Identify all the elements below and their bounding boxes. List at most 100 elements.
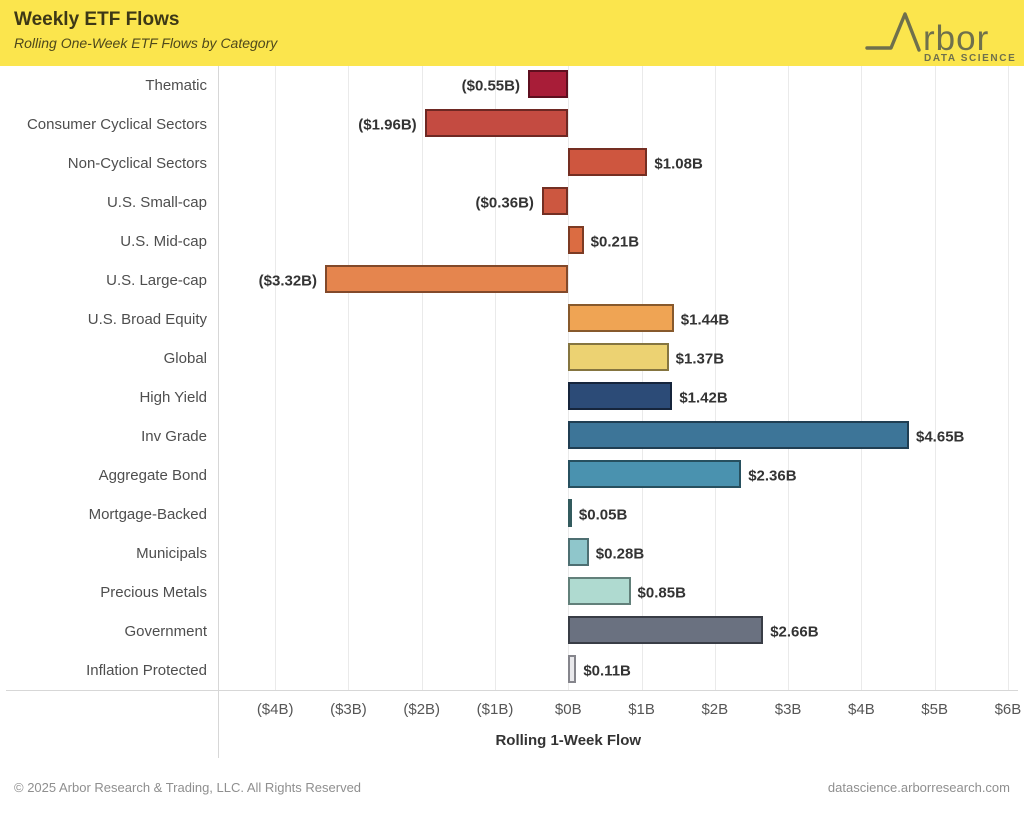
chart-row: Aggregate Bond $2.36B [0, 456, 1024, 495]
bar-value-label: $2.66B [770, 623, 819, 640]
bar [424, 109, 569, 137]
gridline [1007, 66, 1009, 690]
bar-value-label: $2.36B [748, 467, 797, 484]
gridline [348, 66, 350, 690]
bar-track: $1.44B [218, 300, 1016, 339]
bar [568, 538, 589, 566]
category-label: Inflation Protected [86, 662, 207, 679]
page-subtitle: Rolling One-Week ETF Flows by Category [14, 34, 278, 51]
bar [324, 265, 569, 293]
bar [568, 499, 573, 527]
chart-row: Precious Metals $0.85B [0, 573, 1024, 612]
gridline [494, 66, 496, 690]
bar [568, 460, 742, 488]
bar-track: ($3.32B) [218, 261, 1016, 300]
bar [568, 382, 673, 410]
svg-text:DATA SCIENCE: DATA SCIENCE [924, 53, 1016, 63]
x-axis-tick-label: ($3B) [330, 701, 367, 718]
chart-row: Global $1.37B [0, 339, 1024, 378]
bar-value-label: ($3.32B) [258, 272, 317, 289]
bar [568, 148, 648, 176]
bar-track: $4.65B [218, 417, 1016, 456]
bar-value-label: ($0.55B) [461, 77, 520, 94]
bar-value-label: $1.37B [675, 350, 725, 367]
category-label: Mortgage-Backed [88, 506, 207, 523]
category-label: High Yield [139, 389, 207, 406]
bar-chart: Thematic ($0.55B) Consumer Cyclical Sector… [0, 66, 1024, 758]
category-label: Government [124, 623, 207, 640]
category-label: Aggregate Bond [98, 467, 207, 484]
x-axis-line [6, 690, 1018, 691]
bar-value-label: $1.42B [679, 389, 728, 406]
chart-row: Government $2.66B [0, 612, 1024, 651]
bar-track: $0.05B [218, 495, 1016, 534]
y-axis-line [218, 66, 219, 758]
x-axis-tick-label: $1B [628, 701, 655, 718]
bar [568, 304, 674, 332]
x-axis-tick-label: $2B [701, 701, 729, 718]
x-axis-ticks: ($4B) ($3B) ($2B) ($1B) $0B $1B $2B $3B $4B $5B $6… [218, 696, 1021, 722]
bar-track: $2.36B [218, 456, 1016, 495]
chart-row: Mortgage-Backed $0.05B [0, 495, 1024, 534]
x-axis-tick-label: $5B [921, 701, 949, 718]
x-axis-tick-label: ($2B) [403, 701, 441, 718]
bar [568, 616, 764, 644]
svg-text:rbor: rbor [923, 19, 989, 58]
category-label: Thematic [145, 77, 207, 94]
chart-row: U.S. Broad Equity $1.44B [0, 300, 1024, 339]
bar-value-label: $1.08B [654, 155, 703, 172]
bar [568, 421, 909, 449]
bar-track: $1.42B [218, 378, 1016, 417]
page-title: Weekly ETF Flows [14, 9, 180, 30]
bar-track: $2.66B [218, 612, 1016, 651]
gridline [861, 66, 863, 690]
bar [568, 226, 584, 254]
bar [541, 187, 569, 215]
bar [568, 343, 669, 371]
bar-track: $0.11B [218, 651, 1016, 690]
gridline [788, 66, 790, 690]
chart-row: Inv Grade $4.65B [0, 417, 1024, 456]
category-label: U.S. Broad Equity [87, 311, 207, 328]
chart-row: Municipals $0.28B [0, 534, 1024, 573]
bar-track: $0.28B [218, 534, 1016, 573]
bar-value-label: ($0.36B) [475, 194, 534, 211]
bar-track: ($0.55B) [218, 66, 1016, 105]
gridline [275, 66, 277, 690]
x-axis-tick-label: $0B [554, 701, 582, 718]
bar [568, 577, 631, 605]
bar-value-label: ($1.96B) [358, 116, 417, 133]
bar-track: $1.37B [218, 339, 1016, 378]
bar-value-label: $0.21B [590, 233, 640, 250]
bar-track: $0.21B [218, 222, 1016, 261]
bar [568, 655, 577, 683]
bar-value-label: $0.28B [595, 545, 645, 562]
category-label: Inv Grade [141, 428, 207, 445]
chart-header: Weekly ETF Flows Rolling One-Week ETF Fl… [0, 0, 1024, 66]
bar-track: ($0.36B) [218, 183, 1016, 222]
category-label: U.S. Small-cap [106, 194, 207, 211]
bar-value-label: $4.65B [916, 428, 965, 445]
gridline [714, 66, 716, 690]
bar-value-label: $1.44B [680, 311, 730, 328]
copyright-text: © 2025 Arbor Research & Trading, LLC. Al… [14, 780, 362, 795]
bar-value-label: $0.05B [578, 506, 628, 523]
chart-row: Consumer Cyclical Sectors ($1.96B) [0, 105, 1024, 144]
category-label: U.S. Mid-cap [120, 233, 207, 250]
category-label: Non-Cyclical Sectors [67, 155, 207, 172]
x-axis-tick-label: $3B [774, 701, 802, 718]
chart-row: U.S. Mid-cap $0.21B [0, 222, 1024, 261]
x-axis-title: Rolling 1-Week Flow [495, 732, 642, 749]
gridline [641, 66, 643, 690]
chart-rows: Thematic ($0.55B) Consumer Cyclical Sector… [0, 66, 1024, 690]
gridline-layer [218, 66, 1016, 690]
x-axis-tick-label: ($4B) [256, 701, 294, 718]
bar-track: ($1.96B) [218, 105, 1016, 144]
x-axis-tick-label: $6B [994, 701, 1022, 718]
chart-row: Inflation Protected $0.11B [0, 651, 1024, 690]
arbor-data-science-logo-icon: rbor DATA SCIENCE [865, 12, 1016, 63]
bar-track: $1.08B [218, 144, 1016, 183]
category-label: Precious Metals [100, 584, 207, 601]
chart-row: High Yield $1.42B [0, 378, 1024, 417]
x-axis-tick-label: $4B [848, 701, 875, 718]
